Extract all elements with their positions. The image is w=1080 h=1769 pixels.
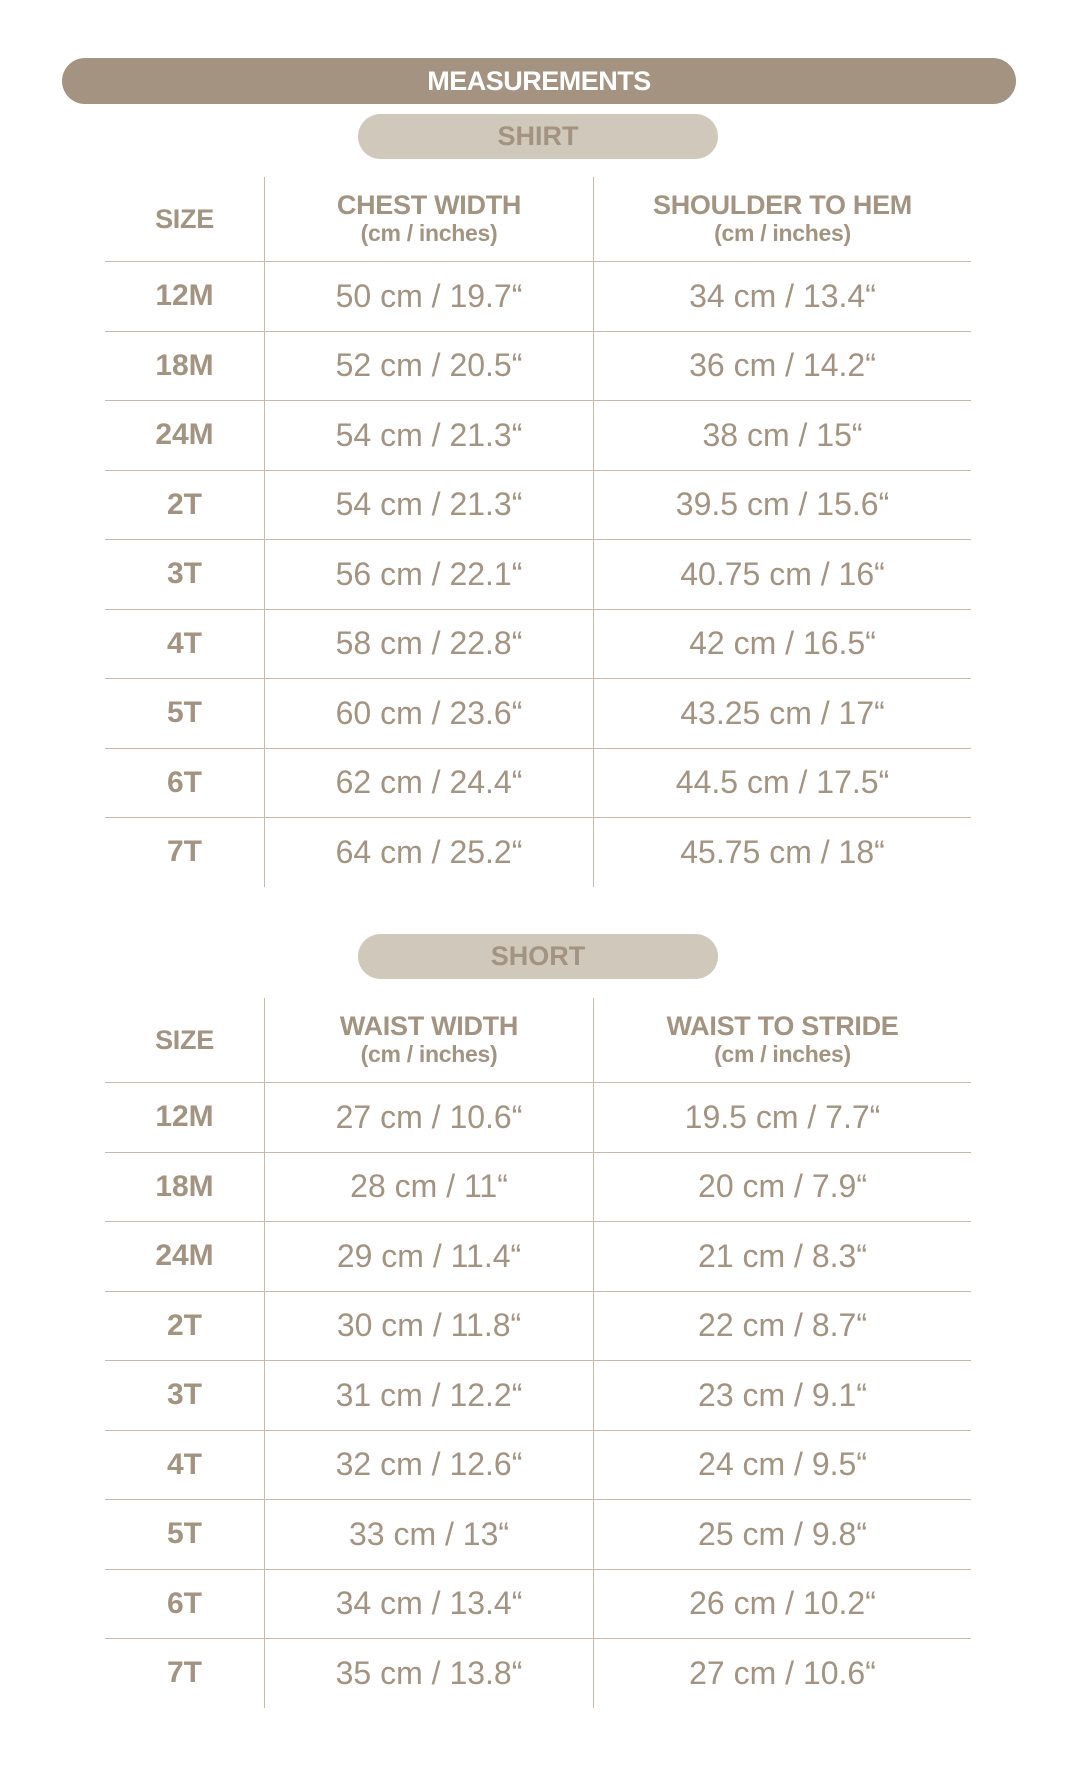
measurements-title-bar: MEASUREMENTS — [62, 58, 1016, 104]
size-cell: 12M — [105, 1082, 265, 1152]
table-row: 6T 62 cm / 24.4“ 44.5 cm / 17.5“ — [105, 747, 971, 818]
column-header: CHEST WIDTH (cm / inches) — [264, 177, 594, 262]
column-header: WAIST WIDTH (cm / inches) — [264, 998, 594, 1083]
size-cell: 18M — [105, 330, 265, 401]
measurement-cell: 34 cm / 13.4“ — [264, 1568, 594, 1639]
measurement-cell: 60 cm / 23.6“ — [264, 678, 594, 748]
size-cell: 3T — [105, 539, 265, 609]
table-row: 3T 56 cm / 22.1“ 40.75 cm / 16“ — [105, 539, 971, 609]
column-header: SHOULDER TO HEM (cm / inches) — [593, 177, 971, 262]
column-header-title: SHOULDER TO HEM — [652, 190, 912, 220]
column-header-title: SIZE — [155, 1025, 214, 1055]
size-cell: 3T — [105, 1360, 265, 1430]
table-header-row: SIZE WAIST WIDTH (cm / inches) WAIST TO STR… — [105, 998, 971, 1083]
measurement-cell: 33 cm / 13“ — [264, 1499, 594, 1569]
table-row: 7T 35 cm / 13.8“ 27 cm / 10.6“ — [105, 1638, 971, 1708]
column-header-title: SIZE — [155, 204, 214, 234]
measurement-cell: 31 cm / 12.2“ — [264, 1360, 594, 1430]
size-cell: 4T — [105, 608, 265, 679]
table-row: 12M 27 cm / 10.6“ 19.5 cm / 7.7“ — [105, 1082, 971, 1152]
measurement-cell: 44.5 cm / 17.5“ — [593, 747, 971, 818]
table-row: 18M 52 cm / 20.5“ 36 cm / 14.2“ — [105, 330, 971, 401]
measurement-cell: 35 cm / 13.8“ — [264, 1638, 594, 1708]
measurement-cell: 38 cm / 15“ — [593, 400, 971, 470]
measurement-cell: 45.75 cm / 18“ — [593, 817, 971, 887]
size-cell: 7T — [105, 817, 265, 887]
measurement-cell: 54 cm / 21.3“ — [264, 400, 594, 470]
size-cell: 2T — [105, 1290, 265, 1361]
measurement-cell: 27 cm / 10.6“ — [264, 1082, 594, 1152]
column-header-title: WAIST TO STRIDE — [666, 1011, 899, 1041]
table-row: 6T 34 cm / 13.4“ 26 cm / 10.2“ — [105, 1568, 971, 1639]
column-header-title: CHEST WIDTH — [336, 190, 522, 220]
table-row: 2T 30 cm / 11.8“ 22 cm / 8.7“ — [105, 1290, 971, 1361]
table-row: 18M 28 cm / 11“ 20 cm / 7.9“ — [105, 1151, 971, 1222]
size-cell: 5T — [105, 1499, 265, 1569]
size-cell: 5T — [105, 678, 265, 748]
section-label-short: SHORT — [358, 934, 718, 979]
column-header-unit: (cm / inches) — [360, 1041, 498, 1067]
table-row: 4T 58 cm / 22.8“ 42 cm / 16.5“ — [105, 608, 971, 679]
measurement-cell: 62 cm / 24.4“ — [264, 747, 594, 818]
size-cell: 7T — [105, 1638, 265, 1708]
measurement-cell: 21 cm / 8.3“ — [593, 1221, 971, 1291]
measurement-cell: 28 cm / 11“ — [264, 1151, 594, 1222]
column-header-unit: (cm / inches) — [714, 220, 851, 246]
column-header-title: WAIST WIDTH — [339, 1011, 519, 1041]
size-cell: 4T — [105, 1429, 265, 1500]
measurement-cell: 22 cm / 8.7“ — [593, 1290, 971, 1361]
measurement-cell: 30 cm / 11.8“ — [264, 1290, 594, 1361]
measurement-cell: 27 cm / 10.6“ — [593, 1638, 971, 1708]
measurement-cell: 56 cm / 22.1“ — [264, 539, 594, 609]
measurement-cell: 58 cm / 22.8“ — [264, 608, 594, 679]
measurement-cell: 29 cm / 11.4“ — [264, 1221, 594, 1291]
size-cell: 18M — [105, 1151, 265, 1222]
measurement-cell: 54 cm / 21.3“ — [264, 469, 594, 540]
measurement-cell: 42 cm / 16.5“ — [593, 608, 971, 679]
table-row: 5T 33 cm / 13“ 25 cm / 9.8“ — [105, 1499, 971, 1569]
table-header-row: SIZE CHEST WIDTH (cm / inches) SHOULDER TO … — [105, 177, 971, 262]
size-cell: 2T — [105, 469, 265, 540]
measurement-cell: 36 cm / 14.2“ — [593, 330, 971, 401]
measurement-cell: 23 cm / 9.1“ — [593, 1360, 971, 1430]
column-header-unit: (cm / inches) — [360, 220, 498, 246]
measurement-cell: 39.5 cm / 15.6“ — [593, 469, 971, 540]
measurement-cell: 20 cm / 7.9“ — [593, 1151, 971, 1222]
table-row: 5T 60 cm / 23.6“ 43.25 cm / 17“ — [105, 678, 971, 748]
measurement-cell: 32 cm / 12.6“ — [264, 1429, 594, 1500]
measurement-cell: 19.5 cm / 7.7“ — [593, 1082, 971, 1152]
column-header: WAIST TO STRIDE (cm / inches) — [593, 998, 971, 1083]
size-cell: 24M — [105, 1221, 265, 1291]
table-row: 2T 54 cm / 21.3“ 39.5 cm / 15.6“ — [105, 469, 971, 540]
short-size-table: SIZE WAIST WIDTH (cm / inches) WAIST TO STR… — [105, 998, 971, 1708]
measurement-cell: 64 cm / 25.2“ — [264, 817, 594, 887]
table-row: 4T 32 cm / 12.6“ 24 cm / 9.5“ — [105, 1429, 971, 1500]
measurement-cell: 34 cm / 13.4“ — [593, 261, 971, 331]
table-row: 3T 31 cm / 12.2“ 23 cm / 9.1“ — [105, 1360, 971, 1430]
measurement-cell: 25 cm / 9.8“ — [593, 1499, 971, 1569]
column-header: SIZE — [105, 998, 265, 1083]
measurement-cell: 40.75 cm / 16“ — [593, 539, 971, 609]
table-row: 12M 50 cm / 19.7“ 34 cm / 13.4“ — [105, 261, 971, 331]
table-row: 24M 29 cm / 11.4“ 21 cm / 8.3“ — [105, 1221, 971, 1291]
column-header-unit: (cm / inches) — [714, 1041, 851, 1067]
table-row: 24M 54 cm / 21.3“ 38 cm / 15“ — [105, 400, 971, 470]
measurement-cell: 26 cm / 10.2“ — [593, 1568, 971, 1639]
section-label-shirt: SHIRT — [358, 114, 718, 159]
measurement-cell: 43.25 cm / 17“ — [593, 678, 971, 748]
size-cell: 6T — [105, 747, 265, 818]
measurement-cell: 50 cm / 19.7“ — [264, 261, 594, 331]
column-header: SIZE — [105, 177, 265, 262]
size-cell: 24M — [105, 400, 265, 470]
table-row: 7T 64 cm / 25.2“ 45.75 cm / 18“ — [105, 817, 971, 887]
measurement-cell: 24 cm / 9.5“ — [593, 1429, 971, 1500]
size-cell: 12M — [105, 261, 265, 331]
size-cell: 6T — [105, 1568, 265, 1639]
measurement-cell: 52 cm / 20.5“ — [264, 330, 594, 401]
shirt-size-table: SIZE CHEST WIDTH (cm / inches) SHOULDER TO … — [105, 177, 971, 887]
